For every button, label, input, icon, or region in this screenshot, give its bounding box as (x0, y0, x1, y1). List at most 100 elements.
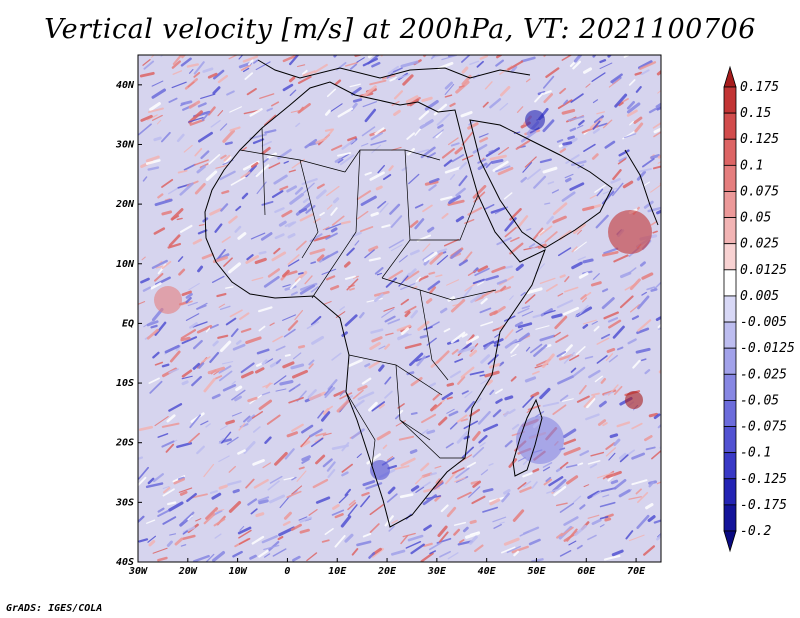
field-streak (288, 396, 304, 404)
field-streak (305, 205, 316, 214)
field-streak (180, 329, 197, 340)
field-streak (286, 490, 302, 499)
field-streak (418, 275, 427, 282)
field-streak (539, 387, 551, 400)
field-streak (489, 98, 502, 109)
field-streak (285, 270, 298, 276)
field-streak (384, 315, 396, 323)
field-streak (262, 462, 272, 469)
field-streak (147, 535, 156, 543)
field-streak (275, 388, 287, 392)
field-streak (541, 353, 555, 369)
field-streak (323, 300, 332, 305)
field-streak (608, 452, 616, 461)
field-streak (556, 532, 564, 539)
field-streak (356, 453, 362, 459)
field-streak (559, 550, 572, 557)
field-streak (587, 514, 600, 519)
field-streak (242, 67, 250, 73)
africa-coastline (204, 81, 546, 528)
field-streak (582, 323, 589, 329)
field-streak (652, 230, 658, 234)
field-streak (419, 334, 428, 339)
field-streak (591, 153, 599, 160)
field-streak (445, 442, 454, 449)
field-streak (311, 335, 325, 345)
field-streak (258, 499, 269, 505)
field-streak (157, 433, 169, 438)
field-streak (447, 552, 459, 560)
field-streak (603, 554, 621, 561)
field-streak (638, 60, 653, 70)
field-streak (534, 92, 544, 103)
field-streak (517, 307, 530, 314)
field-streak (404, 270, 420, 281)
field-streak (509, 242, 524, 255)
field-streak (264, 114, 277, 126)
europe-coastline (257, 59, 531, 79)
field-streak (510, 65, 518, 73)
field-streak (458, 175, 468, 187)
field-streak (433, 402, 442, 410)
field-streak (440, 195, 453, 201)
field-streak (520, 130, 537, 143)
field-streak (618, 452, 627, 460)
field-streak (470, 291, 486, 304)
field-streak (362, 57, 378, 67)
field-streak (258, 325, 266, 332)
field-streak (400, 60, 419, 68)
field-streak (399, 493, 414, 499)
chart-title: Vertical velocity [m/s] at 200hPa, VT: 2… (44, 14, 756, 45)
colorbar-swatch (723, 426, 737, 454)
field-streak (282, 520, 291, 526)
field-streak (458, 161, 467, 170)
field-streak (606, 347, 616, 353)
field-streak (562, 141, 573, 146)
field-streak (384, 343, 391, 350)
field-streak (596, 122, 608, 128)
field-streak (476, 397, 482, 404)
field-streak (330, 227, 338, 233)
field-streak (325, 232, 338, 240)
field-streak (477, 410, 491, 425)
field-streak (613, 479, 627, 490)
field-streak (174, 537, 184, 546)
field-streak (269, 322, 275, 326)
field-streak (192, 554, 210, 562)
field-streak (406, 132, 416, 140)
field-streak (565, 154, 580, 165)
field-streak (161, 363, 170, 368)
field-streak (218, 455, 230, 463)
field-streak (426, 337, 437, 346)
lon-tick-label: 30E (427, 566, 447, 577)
lon-tick-label: 10E (328, 566, 347, 577)
field-streak (171, 215, 180, 221)
field-streak (415, 276, 421, 283)
field-streak (455, 467, 470, 479)
field-streak (287, 254, 300, 266)
field-streak (498, 146, 510, 156)
field-streak (460, 110, 473, 118)
field-streak (321, 539, 330, 543)
field-streak (520, 176, 527, 183)
field-streak (637, 295, 650, 310)
field-streak (544, 231, 558, 243)
field-streak (324, 128, 333, 132)
field-streak (256, 348, 270, 355)
field-streak (429, 286, 437, 294)
field-streak (379, 202, 389, 213)
field-streak (182, 534, 196, 540)
field-streak (324, 528, 334, 536)
field-streak (349, 63, 358, 70)
field-streak (299, 213, 315, 222)
field-streak (545, 476, 552, 483)
field-streak (605, 442, 616, 450)
field-streak (193, 61, 205, 75)
field-streak (263, 157, 269, 163)
field-streak (231, 380, 236, 385)
field-streak (469, 370, 485, 376)
field-streak (178, 476, 185, 481)
field-streak (498, 361, 505, 367)
colorbar-label: -0.075 (740, 420, 787, 435)
field-streak (611, 76, 622, 85)
